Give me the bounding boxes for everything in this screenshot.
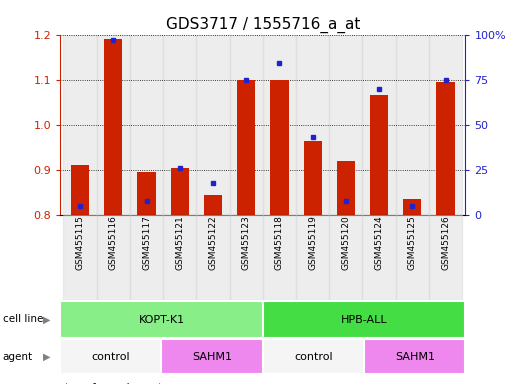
Bar (263, 215, 296, 300)
Bar (370, 96, 388, 215)
Bar (263, 301, 465, 338)
Text: GSM455123: GSM455123 (242, 215, 251, 270)
Text: transformed count: transformed count (65, 383, 163, 384)
Bar (337, 161, 355, 215)
Bar (230, 215, 263, 300)
Text: HPB-ALL: HPB-ALL (341, 314, 388, 325)
Text: GSM455122: GSM455122 (209, 215, 218, 270)
Bar (196, 35, 230, 215)
Text: ▶: ▶ (43, 352, 51, 362)
Bar (362, 215, 396, 300)
Bar (263, 339, 364, 374)
Text: GSM455126: GSM455126 (441, 215, 450, 270)
Bar (162, 339, 263, 374)
Bar (364, 339, 465, 374)
Title: GDS3717 / 1555716_a_at: GDS3717 / 1555716_a_at (166, 17, 360, 33)
Bar (263, 35, 296, 215)
Bar (163, 215, 196, 300)
Text: GSM455119: GSM455119 (308, 215, 317, 270)
Bar (104, 39, 122, 215)
Bar (63, 35, 97, 215)
Text: KOPT-K1: KOPT-K1 (139, 314, 185, 325)
Bar (130, 35, 163, 215)
Text: GSM455124: GSM455124 (374, 215, 383, 270)
Bar (237, 79, 255, 215)
Text: GSM455125: GSM455125 (408, 215, 417, 270)
Bar (296, 215, 329, 300)
Text: agent: agent (3, 352, 33, 362)
Text: GSM455117: GSM455117 (142, 215, 151, 270)
Bar (204, 195, 222, 215)
Bar (71, 166, 89, 215)
Text: SAHM1: SAHM1 (395, 352, 435, 362)
Bar (63, 215, 97, 300)
Text: control: control (92, 352, 130, 362)
Bar (60, 339, 162, 374)
Bar (163, 35, 196, 215)
Bar (196, 215, 230, 300)
Bar (429, 35, 462, 215)
Bar (396, 215, 429, 300)
Bar (303, 141, 322, 215)
Bar (403, 199, 422, 215)
Bar (230, 35, 263, 215)
Bar (362, 35, 396, 215)
Text: cell line: cell line (3, 314, 43, 324)
Bar (130, 215, 163, 300)
Text: GSM455118: GSM455118 (275, 215, 284, 270)
Bar (270, 79, 289, 215)
Text: GSM455121: GSM455121 (175, 215, 184, 270)
Text: ▶: ▶ (43, 314, 51, 324)
Bar (170, 168, 189, 215)
Bar (429, 215, 462, 300)
Bar (97, 35, 130, 215)
Text: GSM455120: GSM455120 (342, 215, 350, 270)
Bar (396, 35, 429, 215)
Text: GSM455115: GSM455115 (76, 215, 85, 270)
Text: ■: ■ (52, 383, 62, 384)
Bar (60, 301, 263, 338)
Bar (138, 172, 156, 215)
Bar (97, 215, 130, 300)
Bar (329, 35, 362, 215)
Bar (329, 215, 362, 300)
Bar (296, 35, 329, 215)
Bar (436, 82, 454, 215)
Text: control: control (294, 352, 333, 362)
Text: GSM455116: GSM455116 (109, 215, 118, 270)
Text: SAHM1: SAHM1 (192, 352, 232, 362)
